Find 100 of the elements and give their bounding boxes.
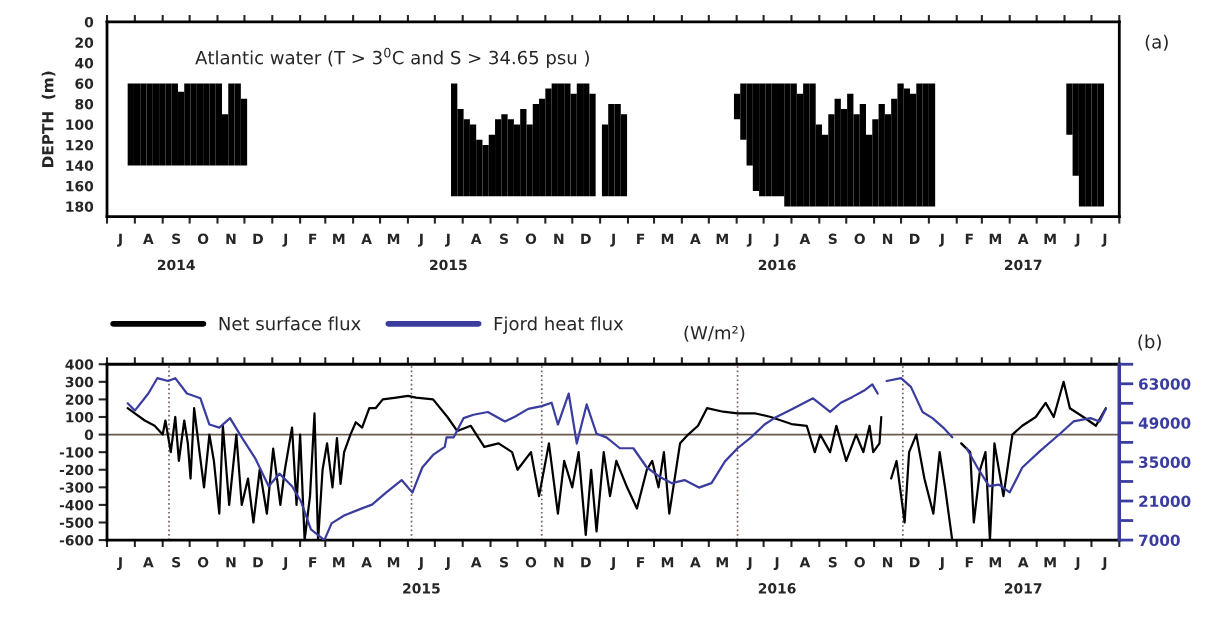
x-tick-label: N <box>883 233 893 244</box>
x-tick-label: J 2015 <box>403 557 440 594</box>
x-tick-label: A <box>470 557 482 568</box>
legend-label: Net surface flux <box>219 316 361 331</box>
x-tick-label: M <box>661 233 674 244</box>
x-tick-label: D <box>581 557 591 568</box>
x-tick-label: S <box>500 556 509 568</box>
x-tick-label: A <box>799 557 811 568</box>
y-tick-label: -100 <box>59 447 94 458</box>
x-tick-label: M <box>661 557 674 568</box>
x-tick-label: A 2017 <box>1004 557 1042 594</box>
y-axis-title: DEPTH (m) <box>41 71 56 167</box>
y-tick-label: 200 <box>65 394 94 405</box>
y-tick-label: 160 <box>66 180 94 192</box>
x-tick-label: J <box>117 557 122 571</box>
x-tick-label: J <box>610 233 615 247</box>
x-tick-label: A <box>143 557 154 568</box>
y-tick-label: 80 <box>75 98 94 110</box>
x-tick-label: J <box>418 233 423 247</box>
y-tick-label: 120 <box>66 139 94 151</box>
x-tick-label: J <box>610 557 615 571</box>
x-tick-label: J 2016 <box>758 557 796 594</box>
x-tick-label: M <box>387 233 400 244</box>
y-tick-label: -400 <box>59 499 94 511</box>
x-tick-label: D <box>253 233 263 244</box>
x-tick-label: D <box>581 233 591 244</box>
x-tick-label: M <box>1044 557 1056 568</box>
x-tick-label: S <box>172 556 181 568</box>
y-tick-label: 20 <box>75 37 94 48</box>
x-tick-label: O <box>525 556 537 568</box>
text: (b) <box>1138 334 1161 351</box>
x-tick-label: F <box>965 233 973 244</box>
y-tick-label: 300 <box>65 376 94 388</box>
x-tick-label: M <box>1044 233 1056 244</box>
x-tick-label: O <box>525 233 537 245</box>
x-tick-label: J <box>117 233 122 247</box>
x-tick-label: S <box>828 233 837 245</box>
y-tick-label: 0 <box>84 429 94 441</box>
y2-tick-label: 35000 <box>1139 456 1191 468</box>
x-tick-label: M <box>716 233 728 244</box>
text: (W/m²) <box>684 325 745 342</box>
y-tick-label: 140 <box>66 160 94 171</box>
x-tick-label: M <box>387 557 400 568</box>
x-tick-label: O <box>197 556 209 568</box>
x-tick-label: J <box>1101 233 1107 247</box>
x-tick-label: O <box>854 556 865 568</box>
y2-tick-label: 63000 <box>1139 378 1191 390</box>
x-tick-label: A <box>143 233 154 244</box>
y-tick-label: 100 <box>66 119 94 130</box>
y2-tick-label: 49000 <box>1138 417 1191 429</box>
x-tick-label: J <box>1101 557 1107 571</box>
x-tick-label: F <box>637 233 645 244</box>
x-tick-label: F <box>637 557 645 568</box>
y-tick-label: -200 <box>59 464 94 476</box>
x-tick-label: M <box>716 557 728 568</box>
x-tick-label: F <box>309 557 317 568</box>
x-tick-label: F <box>965 557 973 568</box>
text: (a) <box>1145 34 1168 51</box>
x-tick-label: A <box>361 557 372 568</box>
x-tick-label: J 2016 <box>758 233 796 271</box>
y-tick-label: -500 <box>59 517 94 528</box>
x-tick-label: J <box>282 233 288 247</box>
x-tick-label: A <box>690 557 701 568</box>
x-tick-label: A <box>799 233 811 244</box>
x-tick-label: S <box>500 233 509 245</box>
x-tick-label: S 2014 <box>157 233 195 271</box>
x-tick-label: J <box>282 557 288 571</box>
x-tick-label: M <box>333 233 345 244</box>
x-tick-label: J <box>444 557 450 571</box>
x-tick-label: N <box>883 557 893 568</box>
text: Atlantic water (T > 3$^{0}$C and S > 34.65 psu ) <box>195 47 589 68</box>
x-tick-label: M <box>333 557 345 568</box>
x-tick-label: J <box>746 557 752 571</box>
x-tick-label: M <box>989 233 1001 244</box>
x-tick-label: D <box>910 557 920 568</box>
y-tick-label: 60 <box>75 78 94 89</box>
x-tick-label: O <box>854 233 865 245</box>
x-tick-label: M <box>989 557 1001 568</box>
y-tick-label: 40 <box>75 57 94 69</box>
y2-tick-label: 7000 <box>1139 534 1180 547</box>
x-tick-label: F <box>309 233 317 244</box>
x-tick-label: J <box>1074 233 1080 247</box>
x-tick-label: D <box>910 233 920 244</box>
y-tick-label: -300 <box>59 482 94 493</box>
x-tick-label: J <box>938 233 944 247</box>
x-tick-label: D <box>253 557 263 568</box>
y-tick-label: -600 <box>59 535 94 546</box>
x-tick-label: N <box>554 557 564 568</box>
x-tick-label: A <box>361 233 372 244</box>
y-tick-label: 400 <box>65 359 94 370</box>
x-tick-label: J 2015 <box>430 233 467 271</box>
x-tick-label: J <box>938 557 944 571</box>
x-tick-label: N <box>226 233 236 244</box>
x-tick-label: N <box>226 557 236 568</box>
y-tick-label: 0 <box>84 16 94 28</box>
y-tick-label: 100 <box>66 411 94 423</box>
x-tick-label: A <box>470 233 482 244</box>
x-tick-label: J <box>1074 557 1080 571</box>
x-tick-label: O <box>197 233 209 245</box>
y-tick-label: 180 <box>66 201 94 212</box>
